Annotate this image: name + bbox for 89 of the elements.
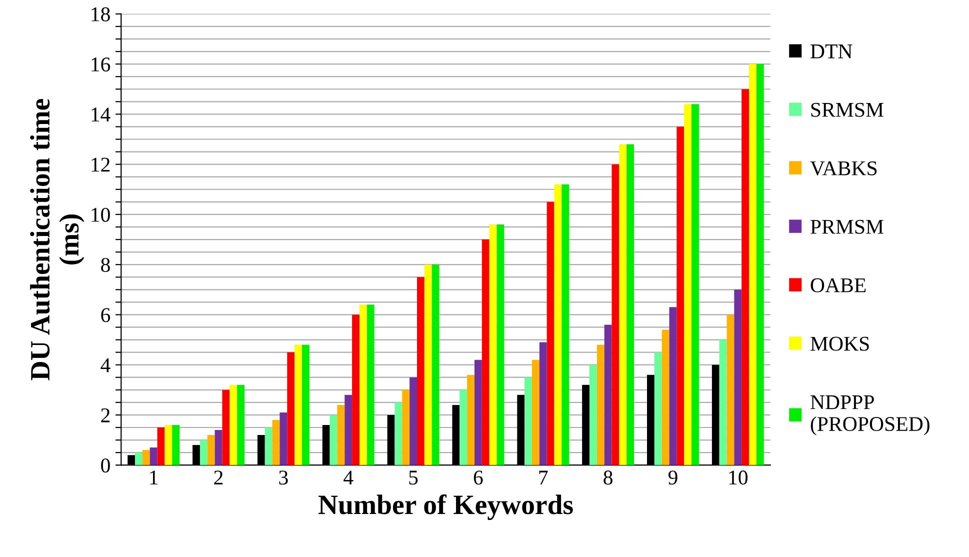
y-tick-label: 0 [101,458,110,473]
y-tick-label: 10 [92,208,110,222]
bar [692,104,699,466]
x-tick-label: 5 [409,470,418,485]
x-tick-label: 6 [474,470,483,485]
x-tick-label: 4 [344,470,354,484]
bar [532,360,540,466]
bar [719,340,727,466]
bar [546,202,554,466]
bar [164,424,172,466]
bar [302,344,310,466]
bar [460,390,468,466]
bar [626,144,634,466]
bar [337,404,345,466]
bar [222,390,230,466]
bar [200,440,208,466]
bar [684,104,692,466]
bar [394,402,402,466]
bar [359,304,367,466]
bar [432,264,440,466]
bar [280,412,288,466]
x-axis-title: Number of Keywords [318,494,573,520]
bar [496,224,504,466]
bar [402,390,410,466]
bar [590,364,597,466]
y-tick-label: 8 [101,258,110,272]
bar [142,450,150,466]
y-tick-label: 18 [92,7,110,22]
y-tick-label: 6 [101,308,110,322]
bar [539,342,547,466]
x-tick-label: 7 [539,470,548,484]
bar [734,290,742,466]
x-tick-label: 1 [150,470,158,484]
bar [612,164,620,466]
y-tick-label: 16 [92,57,110,72]
bar [410,377,417,466]
bar [482,240,490,466]
bar [749,64,756,466]
bar [604,324,612,466]
bar [157,427,165,466]
bar [135,452,142,466]
bar [150,448,158,466]
bar [562,184,570,466]
bar [352,314,360,466]
bar [662,330,670,466]
bar [596,344,604,466]
bar [742,89,750,466]
y-axis-title: DU Authentication time (ms) [30,99,84,380]
y-tick-label: 12 [92,158,110,172]
x-tick-label: 3 [279,470,288,485]
legend-label: SRMSM [811,102,884,117]
bar [619,144,627,466]
bar [214,430,222,466]
legend-label: DTN [810,44,852,58]
bar [237,384,244,466]
y-tick-label: 14 [92,108,110,122]
bar [669,307,677,466]
x-tick-label: 9 [668,470,678,485]
bar [726,314,734,466]
bar [330,414,338,466]
bar [207,435,215,466]
legend-label: VABKS [810,161,877,176]
legend-label: PRMSM [810,220,884,234]
bar [287,352,295,466]
y-tick-label: 2 [101,408,110,422]
legend-label: OABE [810,278,866,292]
bar [230,384,238,466]
bar [264,427,272,466]
bar [294,344,302,466]
bar [366,304,374,466]
bar [489,224,497,466]
x-tick-label: 8 [604,470,612,485]
bar [554,184,562,466]
bar [756,64,764,466]
bar [272,420,280,466]
bar [416,277,424,466]
legend-label: MOKS [810,336,869,351]
x-tick-label: 2 [214,470,223,484]
bar [676,126,684,466]
bar [474,360,482,466]
bar [467,374,474,466]
bar [172,424,180,466]
bar [524,377,532,466]
bar [654,352,662,466]
x-tick-label: 10 [729,470,748,485]
legend-label: NDPPP (PROPOSED) [810,395,930,436]
y-tick-label: 4 [100,358,110,372]
bar [344,394,352,466]
bar [424,264,432,466]
